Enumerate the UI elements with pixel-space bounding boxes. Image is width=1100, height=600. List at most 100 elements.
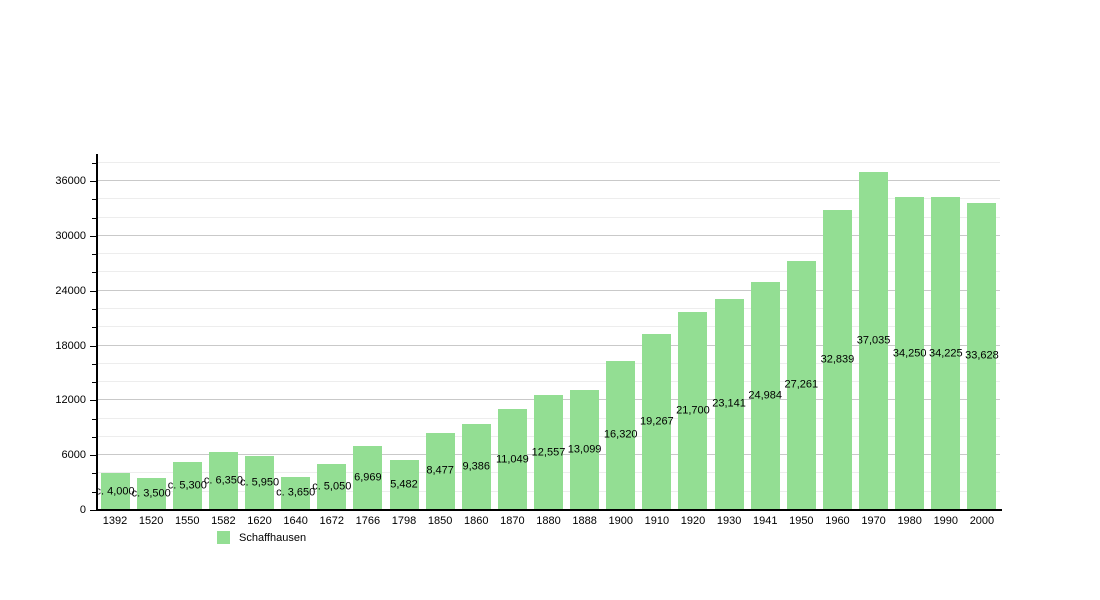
bar — [750, 281, 780, 510]
bar — [245, 455, 275, 510]
gridline-major — [97, 180, 1000, 182]
bar-value-label: c. 6,350 — [203, 474, 243, 487]
y-axis-minor-tick — [92, 473, 97, 475]
y-axis-minor-tick — [92, 363, 97, 365]
bar-value-label: 16,320 — [603, 428, 638, 441]
gridline-minor — [97, 271, 1000, 273]
bar-value-label: 24,984 — [748, 389, 783, 402]
bar-value-label: 21,700 — [676, 404, 710, 417]
x-axis-tick-label: 1920 — [680, 515, 706, 527]
bar-value-label: 37,035 — [856, 334, 891, 347]
y-axis-minor-tick — [92, 254, 97, 256]
bar-value-label: 34,250 — [892, 347, 927, 360]
bar — [461, 424, 491, 510]
bar — [642, 333, 672, 510]
bar — [895, 197, 925, 510]
y-axis-minor-tick — [92, 272, 97, 274]
gridline-minor — [97, 326, 1000, 328]
gridline-major — [97, 234, 1000, 236]
gridline-major — [97, 289, 1000, 291]
bar — [534, 395, 563, 510]
bar — [714, 298, 744, 510]
bar — [100, 473, 130, 510]
bar — [317, 463, 347, 510]
x-axis-tick-label: 1970 — [861, 515, 886, 527]
x-axis-tick-label: 1392 — [102, 515, 128, 527]
bar-value-label: 33,628 — [965, 349, 999, 362]
x-axis-tick-label: 1930 — [716, 515, 742, 527]
bar-value-label: c. 5,300 — [167, 479, 207, 492]
y-axis-major-tick — [90, 510, 97, 511]
y-axis-minor-tick — [92, 436, 97, 438]
y-axis-minor-tick — [92, 308, 97, 310]
bar — [822, 209, 852, 510]
y-axis-minor-tick — [92, 382, 97, 384]
x-axis-tick-label: 1582 — [211, 515, 236, 527]
bar-value-label: 23,141 — [712, 397, 746, 410]
gridline-minor — [97, 253, 1000, 255]
x-axis-tick-label: 1860 — [464, 515, 489, 527]
x-axis-tick-label: 1880 — [536, 515, 561, 527]
x-axis-tick-label: 1888 — [572, 515, 597, 527]
x-axis-line — [96, 509, 1002, 511]
gridline-minor — [97, 381, 1000, 383]
bar — [967, 202, 997, 510]
y-axis-tick-label: 24000 — [55, 284, 86, 297]
x-axis-tick-label: 1960 — [825, 515, 850, 527]
gridline-minor — [97, 161, 1000, 163]
x-axis-tick-label: 1672 — [319, 515, 344, 527]
bar-value-label: 11,049 — [495, 453, 529, 466]
x-axis-tick-label: 1640 — [283, 515, 308, 527]
bar — [136, 478, 166, 510]
gridline-minor — [97, 307, 1000, 309]
bar-value-label: 34,225 — [928, 347, 963, 360]
bar — [497, 409, 527, 510]
bar — [172, 461, 202, 510]
x-axis-tick-label: 1520 — [138, 515, 164, 527]
y-axis-major-tick — [90, 345, 97, 347]
bar — [425, 432, 455, 510]
bar-value-label: 19,267 — [640, 415, 674, 428]
y-axis-minor-tick — [92, 418, 97, 420]
y-axis-major-tick — [90, 400, 97, 402]
y-axis-major-tick — [90, 455, 97, 457]
y-axis-minor-tick — [92, 327, 97, 329]
y-axis-minor-tick — [92, 199, 97, 201]
gridline-minor — [97, 362, 1000, 364]
y-axis-tick-label: 30000 — [55, 229, 86, 242]
bar-value-label: 12,557 — [531, 446, 566, 459]
bar — [859, 171, 889, 510]
x-axis-tick-label: 2000 — [969, 515, 995, 527]
x-axis-tick-label: 1950 — [789, 515, 814, 527]
bar-value-label: 9,386 — [462, 460, 491, 473]
x-axis-tick-label: 1550 — [175, 515, 200, 527]
x-axis-tick-label: 1900 — [608, 515, 633, 527]
bar — [389, 459, 419, 510]
bar-value-label: c. 3,500 — [131, 487, 171, 500]
x-axis-tick-label: 1980 — [897, 515, 922, 527]
legend-swatch-schaffhausen — [217, 531, 230, 544]
bar — [281, 476, 311, 510]
bar-value-label: 6,969 — [354, 471, 382, 484]
x-axis-tick-label: 1941 — [752, 515, 778, 527]
plot-area: c. 4,000 1392 c. 3,500 1520 c. 5,300 1550 c. 6… — [95, 155, 1000, 527]
bar — [353, 446, 383, 510]
bar-value-label: 8,477 — [426, 464, 454, 477]
x-axis-tick-label: 1620 — [247, 515, 272, 527]
y-axis-major-tick — [90, 181, 97, 183]
bar-value-label: c. 4,000 — [95, 485, 135, 498]
bar — [931, 197, 961, 510]
x-axis-tick-label: 1766 — [355, 515, 381, 527]
x-axis-tick-label: 1910 — [644, 515, 670, 527]
y-axis-line — [96, 154, 98, 511]
bar — [606, 360, 636, 510]
bar-value-label: 27,261 — [784, 378, 819, 391]
x-axis-tick-label: 1798 — [391, 515, 417, 527]
y-axis-major-tick — [90, 290, 97, 292]
bar — [786, 260, 816, 510]
x-axis-tick-label: 1870 — [500, 515, 525, 527]
y-axis-minor-tick — [92, 491, 97, 493]
bar-value-label: c. 5,050 — [312, 480, 352, 493]
x-axis-tick-label: 1990 — [933, 515, 959, 527]
